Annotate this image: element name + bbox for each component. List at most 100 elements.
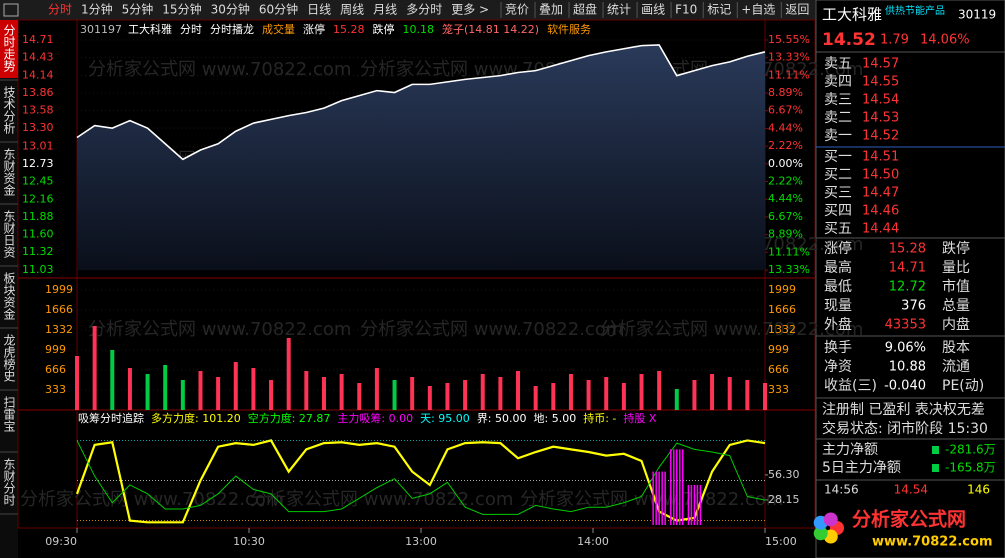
volume-bar [427, 386, 432, 410]
toolbar-button[interactable]: 超盘 [573, 2, 597, 17]
toolbar-tab[interactable]: 5分钟 [122, 2, 154, 17]
y2-tick-label: 11.11% [768, 68, 810, 81]
fund-icon [932, 464, 939, 472]
stat-value: 15.28 [889, 242, 926, 257]
toolbar-button[interactable]: F10 [675, 3, 697, 17]
sidebar-tab[interactable]: 技术分析 [2, 86, 16, 135]
stat-value: -0.040 [884, 379, 926, 394]
y-tick-label: 999 [45, 343, 66, 356]
volume-bar [692, 380, 697, 410]
volume-bar [163, 365, 168, 410]
indicator-header: 吸筹分时追踪 [78, 411, 144, 425]
y-tick-label: 666 [768, 363, 789, 376]
toolbar-button[interactable]: 画线 [641, 3, 665, 17]
y-tick-label: 14.14 [22, 69, 54, 82]
volume-bar [110, 350, 115, 410]
toolbar-tab[interactable]: 分时 [48, 3, 72, 17]
sidebar-tab[interactable]: 板块资金 [2, 272, 16, 320]
ask-price: 14.54 [862, 93, 899, 108]
indicator-header: 主力吸筹: 0.00 [337, 411, 413, 425]
toolbar-button[interactable]: 竞价 [505, 3, 529, 17]
bid-price: 14.51 [862, 150, 899, 165]
volume-bar [463, 380, 468, 410]
y2-tick-label: 2.22% [768, 175, 803, 188]
toolbar-tab[interactable]: 月线 [373, 3, 397, 17]
bid-label: 买三 [824, 185, 852, 201]
sidebar-tab[interactable]: 东财日资 [2, 210, 16, 259]
bid-label: 买五 [824, 221, 852, 237]
y-tick-label: 14.43 [22, 51, 54, 64]
toolbar-tab[interactable]: 15分钟 [162, 2, 201, 17]
toolbar-bg [0, 0, 1005, 20]
stat-label: 量比 [942, 260, 970, 276]
chart-header-item: 15.28 [333, 23, 365, 36]
chart-header-item: 成交量 [262, 22, 295, 36]
trade-volume: 146 [967, 483, 990, 497]
toolbar-button[interactable]: 统计 [607, 3, 631, 17]
stat-label: 内盘 [942, 316, 970, 333]
volume-bar [445, 383, 450, 410]
fund-value: -165.8万 [945, 461, 996, 475]
y-tick-label: 11.32 [22, 245, 54, 258]
stat-value: 43353 [885, 318, 926, 333]
stat-label: 股本 [942, 340, 970, 356]
time-label: 13:00 [405, 535, 437, 548]
logo-title: 分析家公式网 [852, 508, 966, 531]
sidebar-tab[interactable]: 龙虎榜史 [2, 334, 16, 382]
watermark: 分析家公式网 www.70822.com [520, 489, 783, 510]
watermark: 分析家公式网 www.70822.com [600, 319, 863, 340]
ask-label: 卖二 [824, 110, 852, 126]
toolbar-tab[interactable]: 30分钟 [211, 2, 250, 17]
y2-tick-label: 4.44% [768, 192, 803, 205]
y-tick-label: 333 [45, 383, 66, 396]
stat-label: PE(动) [942, 378, 984, 394]
chart-header-item: 涨停 [303, 22, 325, 36]
bid-price: 14.44 [862, 222, 899, 237]
sidebar-tab[interactable]: 东财资金 [2, 148, 16, 196]
watermark: 分析家公式网 www.70822.com [20, 489, 283, 510]
y-tick-label: 1666 [45, 303, 73, 316]
bid-price: 14.46 [862, 204, 899, 219]
y-tick-label: 13.01 [22, 139, 54, 152]
y-tick-label: 1999 [768, 283, 796, 296]
toolbar-button[interactable]: 标记 [707, 3, 731, 17]
time-label: 15:00 [765, 535, 797, 548]
toolbar-tab[interactable]: 日线 [307, 3, 331, 17]
y2-tick-label: 15.55% [768, 33, 810, 46]
y-tick-label: 1332 [45, 323, 73, 336]
stat-value: 10.88 [889, 360, 926, 375]
volume-bar [321, 377, 326, 410]
sidebar-tab[interactable]: 扫雷宝 [2, 396, 16, 432]
toolbar-tab[interactable]: 60分钟 [259, 2, 298, 17]
y2-tick-label: 2.22% [768, 139, 803, 152]
trade-price: 14.54 [894, 483, 928, 497]
volume-bar [374, 368, 379, 410]
y-tick-label: 1332 [768, 323, 796, 336]
chart-header-item: 分时播龙 [210, 22, 254, 36]
volume-bar [480, 374, 485, 410]
toolbar-button[interactable]: 叠加 [539, 3, 563, 17]
toolbar-button[interactable]: 返回 [785, 3, 809, 17]
stat-value: 9.06% [885, 341, 926, 356]
watermark: 分析家公式网 www.70822.com [250, 489, 513, 510]
sidebar-tab[interactable]: 东财分时 [2, 458, 16, 506]
y-tick-label: 1666 [768, 303, 796, 316]
toolbar-tab[interactable]: 1分钟 [81, 2, 113, 17]
toolbar-tab[interactable]: 多分时 [406, 3, 442, 17]
volume-bar [551, 383, 556, 410]
volume-bar [269, 380, 274, 410]
stock-code: 30119 [958, 8, 996, 22]
toolbar-tab[interactable]: 周线 [340, 3, 364, 17]
toolbar-button[interactable]: +自选 [741, 3, 775, 17]
chart-header-item: 分时 [180, 23, 202, 36]
sidebar-active [0, 20, 18, 78]
volume-bar [639, 374, 644, 410]
price-line [76, 44, 766, 161]
y-tick-label: 13.30 [22, 121, 54, 134]
sidebar-tab[interactable]: 分时走势 [2, 24, 16, 72]
indicator-header: 地: 5.00 [534, 412, 577, 425]
last-price: 14.52 [822, 30, 876, 50]
toolbar-tab[interactable]: 更多 > [451, 3, 489, 17]
volume-bar [286, 338, 291, 410]
y-tick-label: 13.58 [22, 104, 54, 117]
